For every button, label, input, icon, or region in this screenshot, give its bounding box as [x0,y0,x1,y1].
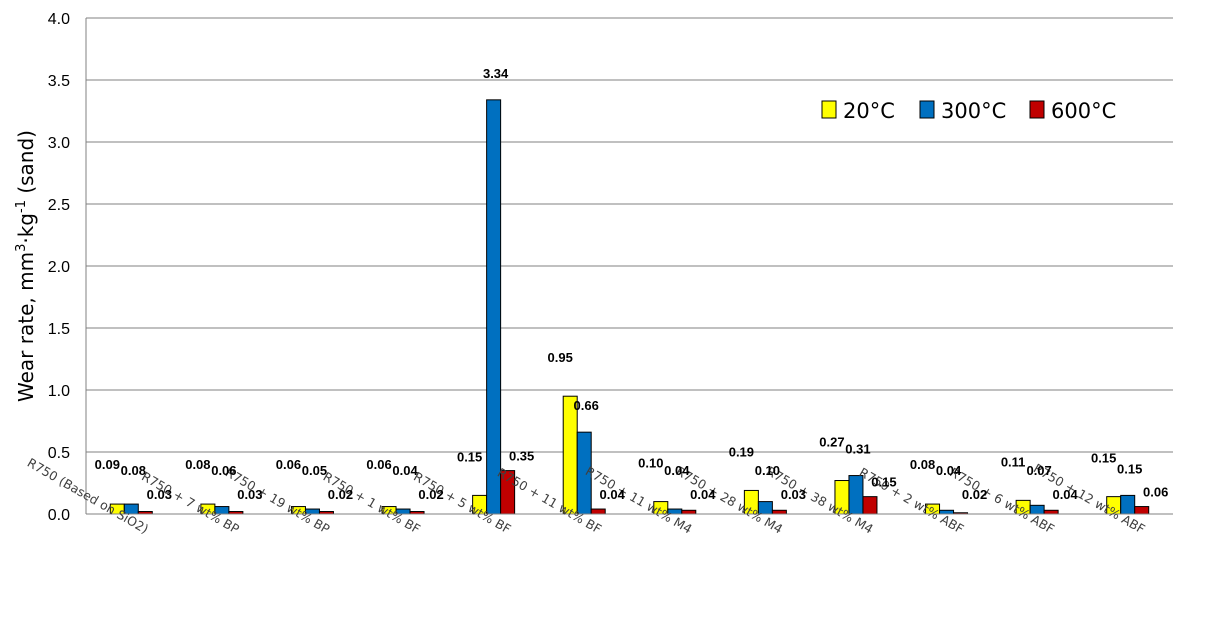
bar [1043,509,1059,515]
data-label: 0.10 [638,456,663,471]
data-label: 0.10 [755,463,780,478]
y-tick-label: 0.5 [48,445,70,462]
data-label: 3.34 [483,66,509,81]
bar [1134,506,1150,515]
legend-swatch-600c [1029,100,1045,119]
y-tick-label: 3.0 [48,135,70,152]
legend-label-300c: 300°C [941,99,1006,123]
data-label: 0.06 [366,457,391,472]
y-tick-label: 1.5 [48,321,70,338]
y-tick-label: 4.0 [48,11,70,28]
bar [486,99,502,515]
data-label: 0.04 [690,487,716,502]
data-label: 0.15 [457,449,482,464]
y-tick-label: 1.0 [48,383,70,400]
data-label: 0.03 [147,487,172,502]
y-axis-title: Wear rate, mm3·kg-1 (sand) [14,130,38,402]
data-label: 0.04 [600,487,626,502]
data-label: 0.05 [302,463,327,478]
data-label: 0.04 [936,463,962,478]
y-tick-label: 3.5 [48,73,70,90]
axes [85,18,1173,515]
data-label: 0.08 [185,457,210,472]
data-label: 0.09 [95,457,120,472]
x-tick-label: R750 + 1 wt% BF [321,469,423,537]
legend-label-20c: 20°C [843,99,895,123]
data-label: 0.15 [871,475,896,490]
data-label: 0.03 [237,487,262,502]
data-label: 0.06 [276,457,301,472]
data-labels: 0.09 0.080.030.08 0.060.030.06 0.050.020.06… [95,66,1169,502]
data-label: 0.02 [418,487,443,502]
bar [862,496,878,515]
bar [590,508,606,515]
y-tick-label: 0.0 [48,507,70,524]
data-label: 0.02 [328,487,353,502]
legend-label-600c: 600°C [1051,99,1116,123]
data-label: 0.08 [910,457,935,472]
legend-swatch-20c [821,100,837,119]
data-label: 0.04 [1052,487,1078,502]
data-label: 0.15 [1091,451,1116,466]
data-label: 0.07 [1026,463,1051,478]
bar [562,395,578,515]
data-label: 0.31 [845,442,870,457]
data-label: 0.02 [962,487,987,502]
data-label: 0.15 [1117,461,1142,476]
data-label: 0.66 [574,398,599,413]
legend-swatch-300c [919,100,935,119]
data-label: 0.27 [819,435,844,450]
data-label: 0.08 [121,463,146,478]
legend: 20°C 300°C 600°C [821,99,1116,123]
y-tick-label: 2.5 [48,197,70,214]
data-label: 0.06 [1143,485,1168,500]
data-label: 0.11 [1001,454,1026,469]
data-label: 0.06 [211,463,236,478]
gridlines [86,17,1173,453]
data-label: 0.19 [729,444,754,459]
bar [771,509,787,515]
data-label: 0.95 [548,350,573,365]
data-label: 0.03 [781,487,806,502]
data-label: 0.04 [664,463,690,478]
data-label: 0.35 [509,449,534,464]
y-tick-label: 2.0 [48,259,70,276]
y-tick-labels: 0.0 0.5 1.0 1.5 2.0 2.5 3.0 3.5 4.0 [48,11,70,524]
data-label: 0.04 [392,463,418,478]
bar [681,509,697,515]
